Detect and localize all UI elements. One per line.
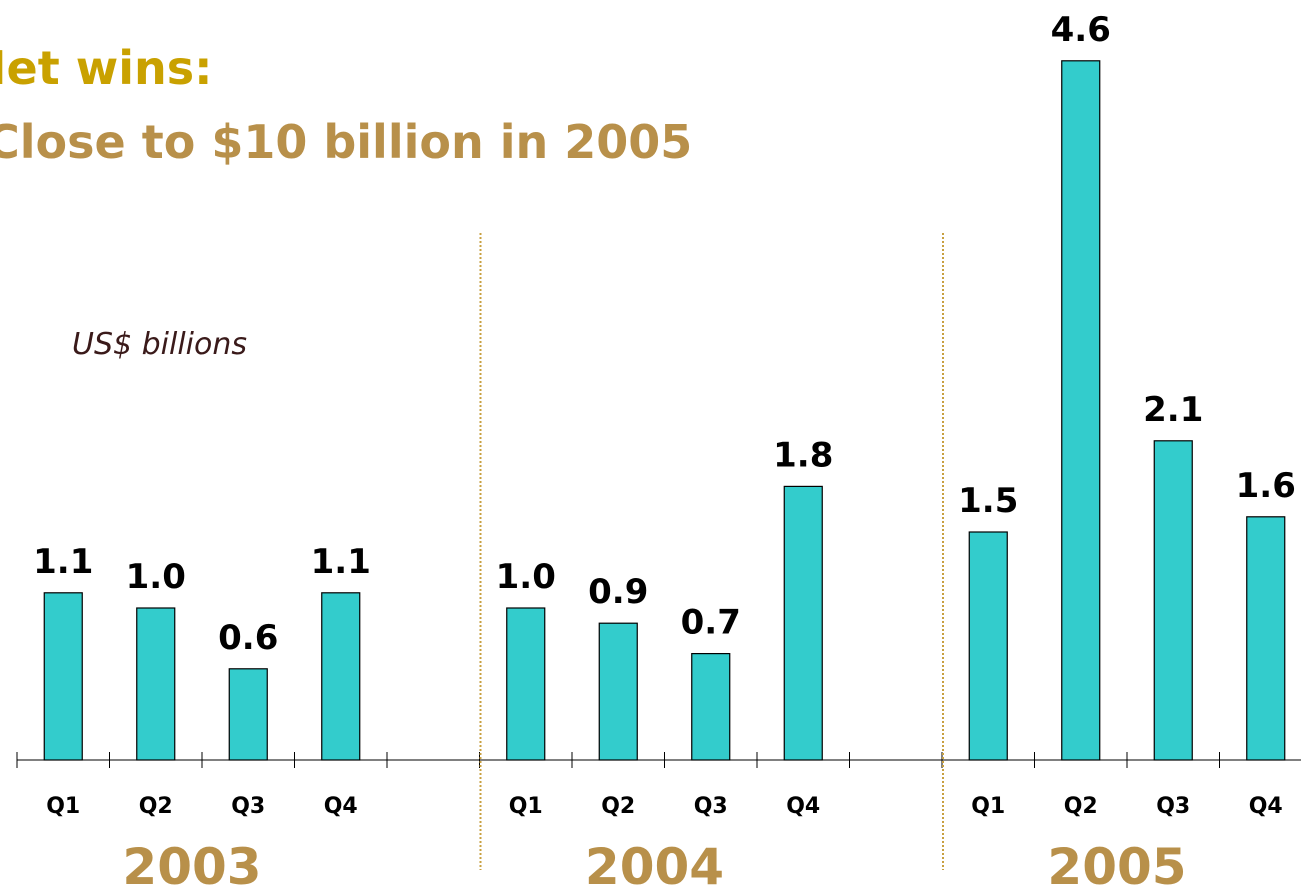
value-label: 1.0 — [126, 557, 186, 597]
x-tick-label: Q4 — [1249, 794, 1283, 819]
group-label: 2004 — [585, 838, 724, 892]
unit-label: US$ billions — [72, 327, 247, 362]
x-tick-label: Q3 — [231, 794, 265, 819]
bar — [968, 531, 1008, 761]
x-tick-label: Q3 — [1156, 794, 1190, 819]
value-label: 1.6 — [1236, 466, 1296, 506]
bar — [783, 485, 823, 761]
bar — [43, 592, 83, 761]
value-label: 0.9 — [588, 572, 648, 612]
group-label: 2003 — [122, 838, 261, 892]
chart-title: Net wins: — [0, 41, 213, 95]
x-tick-label: Q4 — [324, 794, 358, 819]
value-label: 4.6 — [1051, 10, 1111, 50]
bar — [136, 607, 176, 761]
x-tick-label: Q1 — [509, 794, 543, 819]
bar — [598, 622, 638, 761]
value-label: 1.1 — [33, 542, 93, 582]
bar — [1153, 440, 1193, 761]
x-tick-label: Q2 — [1064, 794, 1098, 819]
bar — [506, 607, 546, 761]
bar — [691, 652, 731, 761]
value-label: 1.0 — [496, 557, 556, 597]
x-tick-label: Q1 — [971, 794, 1005, 819]
x-tick-label: Q4 — [786, 794, 820, 819]
value-label: 0.6 — [218, 618, 278, 658]
group-label: 2005 — [1047, 838, 1186, 892]
chart-subtitle: Close to $10 billion in 2005 — [0, 115, 692, 169]
value-label: 1.8 — [773, 435, 833, 475]
value-label: 2.1 — [1143, 390, 1203, 430]
value-label: 1.5 — [958, 481, 1018, 521]
bar — [1061, 60, 1101, 761]
value-label: 0.7 — [681, 603, 741, 643]
value-label: 1.1 — [311, 542, 371, 582]
x-tick-label: Q2 — [601, 794, 635, 819]
x-tick-label: Q3 — [694, 794, 728, 819]
bar — [228, 668, 268, 761]
bar — [321, 592, 361, 761]
bar — [1246, 516, 1286, 761]
x-tick-label: Q1 — [46, 794, 80, 819]
x-tick-label: Q2 — [139, 794, 173, 819]
